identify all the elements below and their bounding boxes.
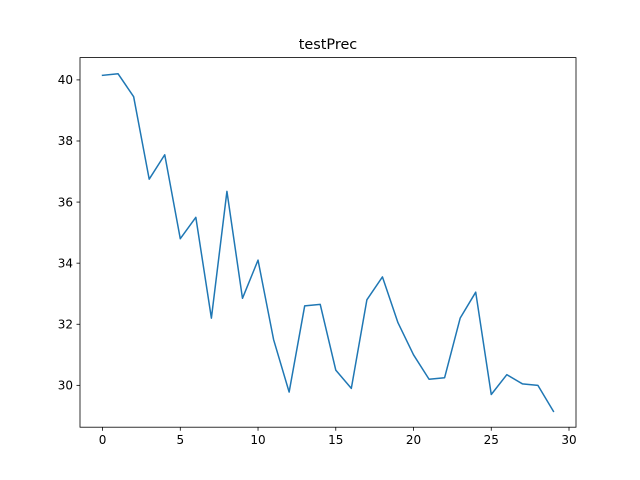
y-tick-label: 32 (58, 317, 73, 331)
plot-line-layer (101, 73, 555, 413)
plot-frame (79, 57, 577, 428)
x-tick-label: 5 (176, 433, 184, 447)
x-tick-label: 25 (484, 433, 499, 447)
y-tick-label: 30 (58, 379, 73, 393)
y-tick-label: 36 (58, 195, 73, 209)
x-tick-label: 10 (250, 433, 265, 447)
chart-title: testPrec (299, 37, 358, 53)
x-tick-label: 15 (328, 433, 343, 447)
x-tick-label: 20 (406, 433, 421, 447)
x-tick-label: 30 (561, 433, 576, 447)
series-line-0 (101, 73, 555, 413)
y-tick-label: 38 (58, 134, 73, 148)
y-axis: 30 32 34 36 38 40 (58, 73, 80, 393)
y-tick-label: 40 (58, 73, 73, 87)
x-tick-label: 0 (99, 433, 107, 447)
x-axis: 0 5 10 15 20 25 30 (99, 427, 577, 447)
y-tick-label: 34 (58, 256, 73, 270)
